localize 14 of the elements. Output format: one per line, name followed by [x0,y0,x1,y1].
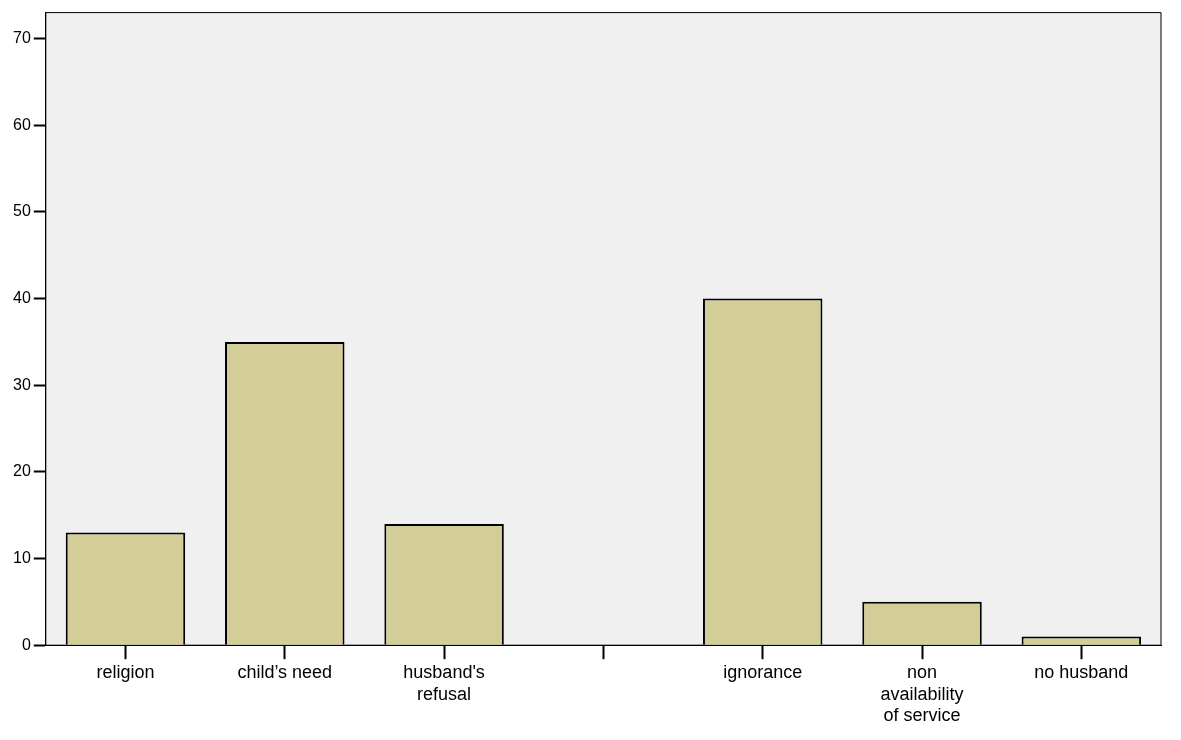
y-tick-label: 50 [13,202,31,220]
x-tick-label: non availability of service [880,661,964,726]
x-tick-label: child’s need [237,661,333,682]
y-tick-label: 10 [13,548,31,566]
y-tick-label: 40 [13,288,31,306]
x-tick-label: religion [96,661,155,682]
x-tick-label: no husband [1034,661,1129,682]
x-tick-label: ignorance [723,661,803,682]
y-tick-label: 60 [13,115,31,133]
y-tick-label: 0 [21,635,31,653]
y-tick-label: 30 [13,375,31,393]
y-tick-label: 70 [13,29,31,46]
x-tick-label: husband's refusal [403,661,485,704]
y-tick-label: 20 [13,462,31,480]
